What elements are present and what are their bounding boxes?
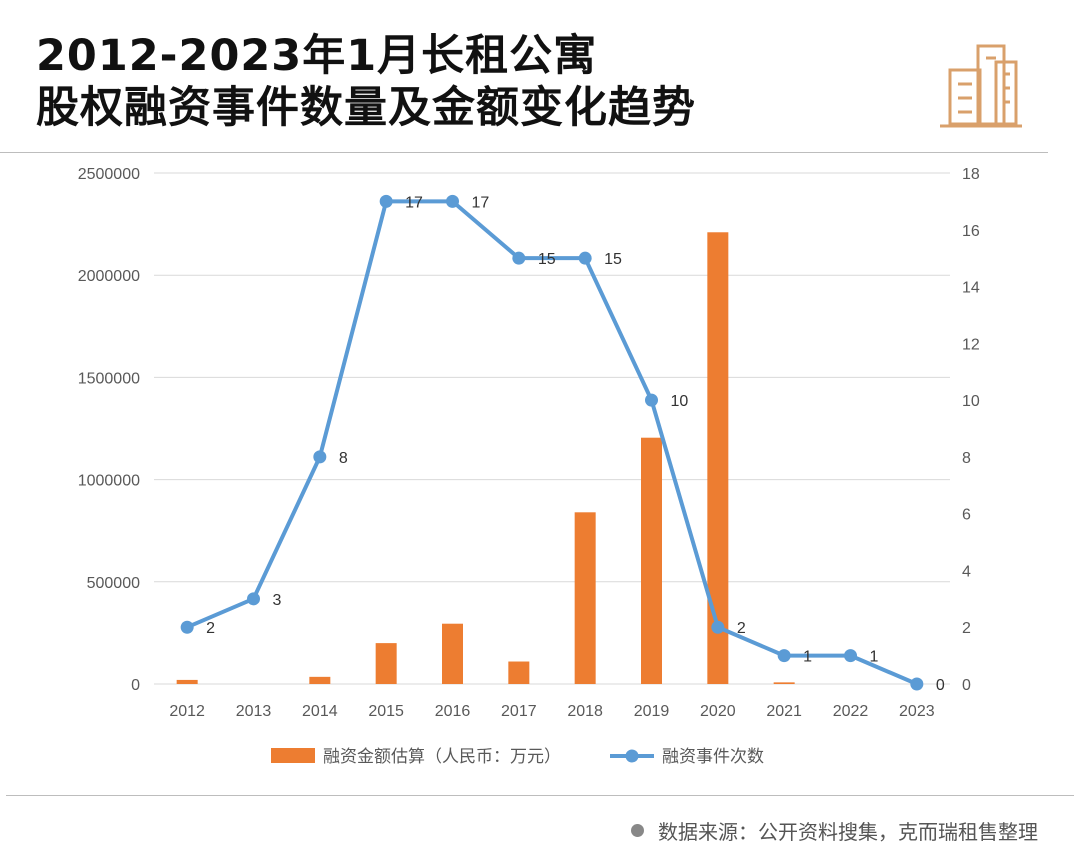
data-label: 8 — [339, 450, 348, 467]
x-tick-label: 2021 — [766, 703, 802, 720]
y-left-tick-label: 2500000 — [78, 166, 140, 183]
page-title: 2012-2023年1月长租公寓 股权融资事件数量及金额变化趋势 — [36, 30, 696, 134]
title-line-2: 股权融资事件数量及金额变化趋势 — [36, 83, 696, 133]
data-label: 10 — [671, 393, 689, 410]
data-label: 1 — [870, 649, 879, 666]
line-point-2013 — [247, 592, 260, 606]
x-tick-label: 2017 — [501, 703, 537, 720]
line-point-2012 — [180, 620, 194, 634]
line-point-2019 — [645, 393, 658, 407]
x-tick-label: 2015 — [368, 703, 404, 720]
y-right-tick-label: 6 — [962, 507, 971, 524]
data-label: 17 — [405, 194, 423, 211]
chart-legend: 融资金额估算（人民币：万元） 融资事件次数 — [271, 747, 764, 766]
x-tick-label: 2014 — [302, 703, 338, 720]
y-left-tick-label: 2000000 — [78, 268, 140, 285]
line-point-2020 — [711, 620, 725, 634]
source-text: 数据来源：公开资料搜集，克而瑞租售整理 — [658, 820, 1038, 844]
x-tick-label: 2013 — [236, 703, 272, 720]
y-left-tick-label: 1500000 — [78, 370, 140, 387]
line-point-2023 — [910, 677, 924, 691]
line-point-2021 — [777, 649, 791, 663]
line-point-2017 — [512, 251, 526, 265]
chart-grid — [154, 172, 950, 685]
data-label: 2 — [737, 620, 746, 637]
x-tick-label: 2020 — [700, 703, 736, 720]
data-label: 3 — [273, 592, 282, 609]
y-right-tick-label: 18 — [962, 166, 980, 183]
city-buildings-icon — [940, 44, 1022, 128]
data-label: 15 — [538, 251, 556, 268]
legend-line-marker — [625, 749, 639, 763]
bullet-dot-icon — [631, 824, 644, 837]
y-right-tick-label: 0 — [962, 677, 971, 694]
bar-2021 — [773, 682, 795, 684]
bar-2017 — [508, 661, 530, 684]
footer-divider — [6, 795, 1074, 796]
y-left-tick-label: 500000 — [87, 575, 140, 592]
bar-2015 — [375, 643, 397, 684]
bar-2016 — [442, 623, 463, 684]
legend-bar-label: 融资金额估算（人民币：万元） — [323, 747, 561, 766]
line-path — [186, 199, 918, 686]
x-tick-label: 2016 — [435, 703, 471, 720]
y-right-tick-label: 16 — [962, 223, 980, 240]
x-tick-label: 2012 — [169, 703, 205, 720]
y-right-tick-label: 2 — [962, 620, 971, 637]
header-divider — [0, 152, 1048, 153]
y-left-tick-label: 1000000 — [78, 473, 140, 490]
bar-series — [176, 232, 795, 684]
data-label: 15 — [604, 251, 622, 268]
x-tick-label: 2023 — [899, 703, 935, 720]
x-tick-label: 2019 — [634, 703, 670, 720]
x-tick-label: 2018 — [567, 703, 603, 720]
line-point-2015 — [379, 194, 393, 208]
y-right-tick-label: 10 — [962, 393, 980, 410]
title-line-1: 2012-2023年1月长租公寓 — [36, 31, 598, 81]
line-point-2014 — [313, 450, 327, 464]
bar-2020 — [707, 232, 729, 684]
bar-2019 — [641, 437, 662, 684]
line-series — [180, 194, 924, 691]
y-right-tick-label: 14 — [962, 280, 980, 297]
chart-axes: 0 500000 1000000 1500000 2000000 2500000 0 2 4 6 8… — [78, 166, 980, 720]
bar-2012 — [176, 679, 198, 684]
line-point-2018 — [578, 251, 592, 265]
data-label: 0 — [936, 677, 945, 694]
source-note: 数据来源：公开资料搜集，克而瑞租售整理 — [631, 816, 1038, 845]
y-left-tick-label: 0 — [131, 677, 140, 694]
data-label: 1 — [803, 649, 812, 666]
line-point-2016 — [446, 194, 459, 208]
data-label: 17 — [472, 194, 490, 211]
data-label: 2 — [206, 620, 215, 637]
y-right-tick-label: 8 — [962, 450, 971, 467]
x-tick-label: 2022 — [833, 703, 869, 720]
y-right-tick-label: 12 — [962, 336, 980, 353]
legend-line-label: 融资事件次数 — [662, 747, 764, 766]
bar-2018 — [574, 512, 596, 684]
y-right-tick-label: 4 — [962, 563, 971, 580]
legend-bar-swatch — [271, 748, 315, 763]
bar-2014 — [309, 676, 331, 684]
line-point-2022 — [844, 649, 857, 663]
